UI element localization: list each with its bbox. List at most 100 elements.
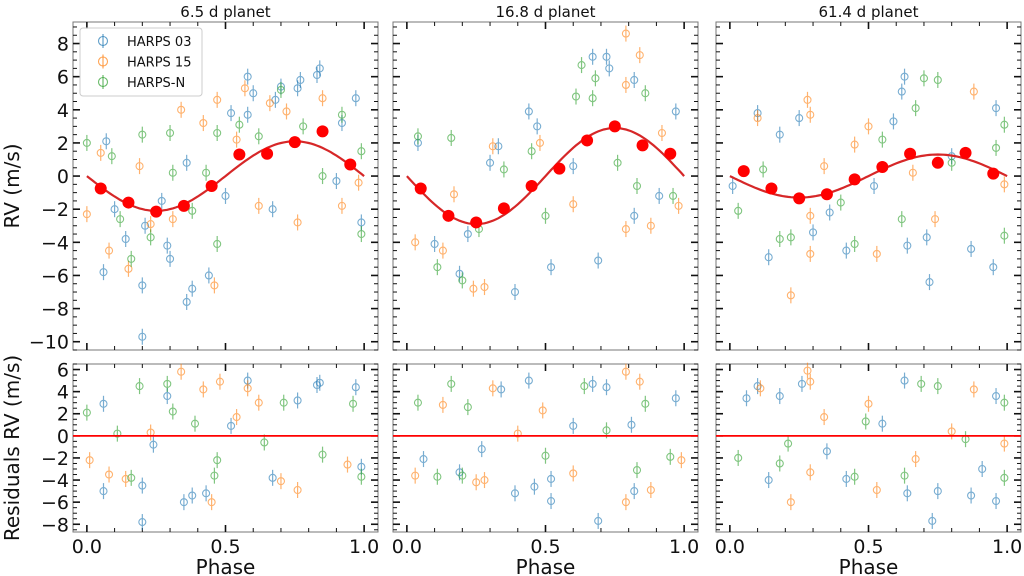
marker: [822, 447, 831, 456]
marker: [588, 379, 597, 388]
marker: [580, 382, 589, 391]
marker: [602, 52, 611, 61]
marker: [655, 191, 664, 200]
marker: [488, 142, 497, 151]
data-point: [318, 90, 327, 107]
data-point: [546, 470, 556, 487]
marker: [149, 440, 158, 449]
data-point: [671, 103, 680, 120]
binned-point: [608, 120, 621, 133]
data-point: [163, 375, 172, 392]
data-point: [226, 417, 236, 434]
data-point: [411, 234, 420, 251]
data-point: [168, 403, 177, 420]
data-point: [413, 394, 423, 411]
marker: [276, 85, 286, 94]
marker: [621, 29, 630, 38]
data-point: [357, 143, 366, 160]
data-point: [1000, 435, 1009, 452]
data-point: [602, 379, 611, 396]
data-point: [991, 139, 1001, 156]
marker: [613, 158, 622, 167]
data-point: [969, 83, 978, 100]
data-point: [82, 134, 91, 151]
data-point: [210, 277, 219, 294]
marker: [759, 165, 768, 174]
data-point: [157, 192, 166, 209]
data-point: [671, 390, 680, 407]
data-point: [199, 381, 208, 398]
rv-axes-2: [392, 21, 699, 351]
data-point: [138, 477, 147, 494]
marker: [820, 413, 829, 422]
marker: [226, 421, 236, 430]
marker: [82, 138, 91, 147]
x-tick-label: 0.0: [715, 536, 745, 558]
marker: [1000, 231, 1009, 240]
data-point: [641, 85, 650, 102]
marker: [569, 469, 578, 478]
data-point: [621, 221, 630, 238]
data-point: [99, 264, 108, 281]
marker: [469, 284, 478, 293]
marker: [922, 233, 931, 242]
x-tick-label: 0.5: [853, 536, 883, 558]
marker: [165, 128, 175, 138]
plot-frame: [392, 21, 699, 351]
y-tick-label: 6: [57, 360, 69, 382]
y-tick-label: −4: [41, 470, 69, 492]
data-point: [463, 399, 472, 416]
marker: [82, 408, 91, 417]
data-point: [594, 512, 603, 529]
binned-point: [233, 148, 246, 161]
data-point: [1000, 116, 1009, 133]
data-point: [458, 272, 467, 289]
data-point: [438, 242, 447, 259]
data-point: [864, 395, 873, 412]
data-point: [978, 461, 987, 477]
marker: [99, 399, 108, 408]
marker: [786, 233, 795, 242]
data-point: [411, 467, 420, 484]
data-point: [594, 252, 603, 269]
marker: [1000, 180, 1009, 189]
data-point: [138, 126, 147, 143]
marker: [641, 399, 650, 408]
marker: [900, 72, 909, 81]
marker: [630, 75, 639, 85]
data-point: [632, 462, 642, 479]
data-point: [903, 237, 912, 254]
data-point: [254, 128, 263, 145]
marker: [546, 474, 556, 483]
marker: [872, 249, 881, 258]
marker: [925, 278, 934, 287]
marker: [795, 114, 804, 123]
binned-point: [205, 180, 218, 192]
data-point: [243, 380, 252, 397]
data-point: [878, 131, 887, 148]
marker: [146, 233, 155, 242]
marker: [803, 366, 812, 375]
data-point: [138, 277, 147, 294]
binned-point: [261, 147, 274, 160]
marker: [293, 84, 302, 93]
data-point: [82, 404, 91, 421]
y-tick-label: 4: [57, 382, 69, 404]
marker: [419, 455, 428, 464]
data-point: [165, 250, 175, 267]
data-point: [243, 106, 252, 123]
marker: [348, 399, 358, 408]
data-point: [121, 231, 130, 248]
data-point: [254, 197, 263, 214]
marker: [806, 211, 815, 220]
data-point: [513, 425, 522, 442]
marker: [463, 403, 472, 412]
marker: [524, 107, 533, 116]
data-point: [756, 380, 765, 397]
data-point: [293, 392, 302, 409]
marker: [668, 191, 678, 200]
marker: [104, 470, 114, 479]
marker: [594, 516, 603, 525]
data-point: [546, 493, 556, 510]
data-point: [991, 100, 1001, 117]
